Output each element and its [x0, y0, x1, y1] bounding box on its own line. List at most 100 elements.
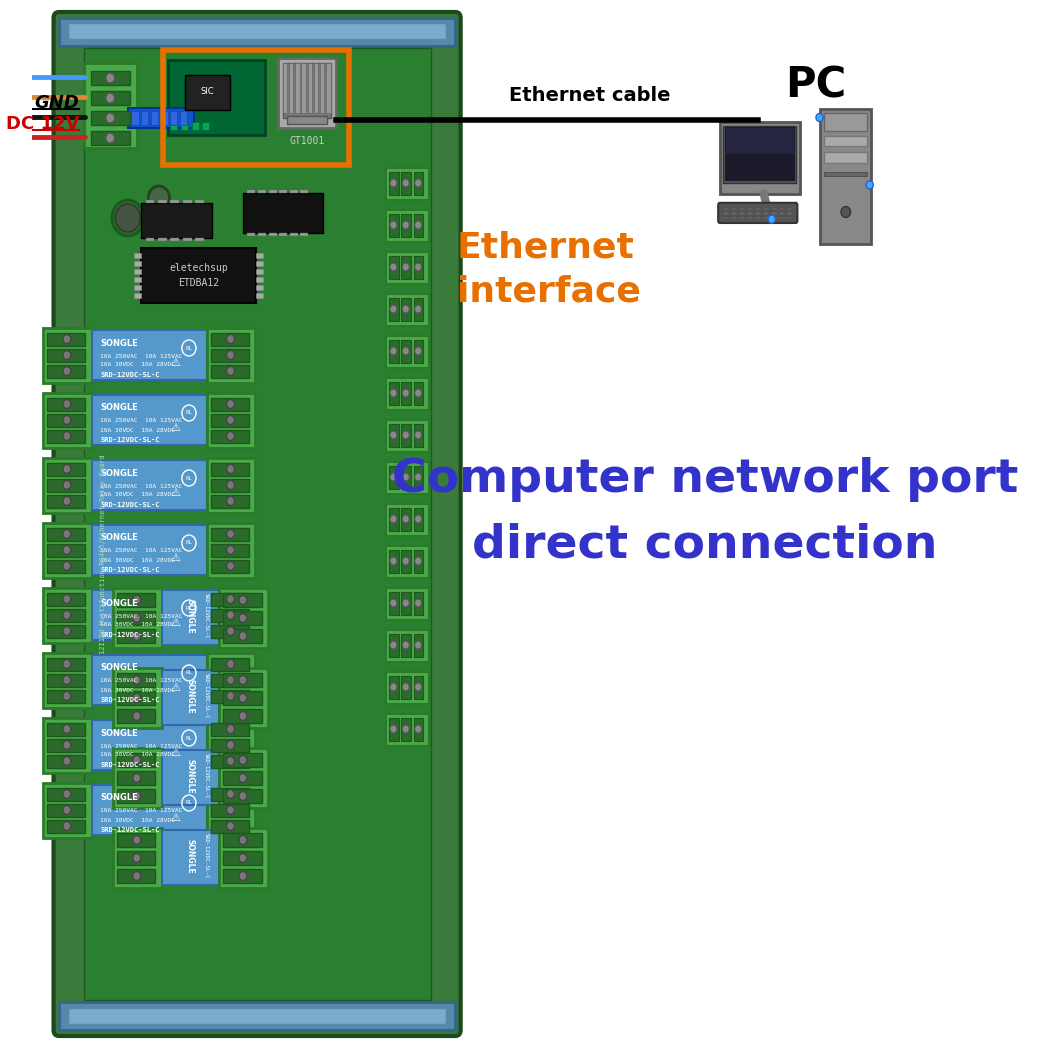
Bar	[386, 546, 428, 578]
Circle shape	[390, 556, 397, 565]
Bar	[158, 238, 167, 242]
Bar	[47, 658, 85, 671]
Bar	[300, 233, 309, 236]
Bar	[256, 269, 264, 274]
Bar	[386, 672, 428, 704]
Text: ⚠: ⚠	[171, 618, 181, 628]
Circle shape	[63, 692, 70, 700]
Circle shape	[390, 220, 397, 229]
Bar	[386, 420, 428, 451]
Bar	[47, 609, 85, 622]
Circle shape	[415, 346, 422, 355]
Circle shape	[63, 546, 70, 554]
Circle shape	[63, 594, 70, 604]
Bar	[195, 238, 204, 242]
Circle shape	[63, 790, 70, 798]
Bar	[731, 208, 737, 210]
Circle shape	[227, 416, 234, 424]
Bar	[771, 216, 777, 219]
Circle shape	[112, 200, 144, 236]
Text: SONGLE: SONGLE	[101, 403, 139, 413]
Bar	[43, 588, 91, 643]
Text: ⚠: ⚠	[171, 423, 181, 433]
Bar	[723, 208, 729, 210]
Bar	[414, 466, 423, 489]
Circle shape	[132, 792, 141, 800]
Bar	[823, 171, 867, 176]
Bar	[84, 48, 430, 1000]
Text: SONGLE: SONGLE	[101, 468, 139, 478]
Bar	[386, 378, 428, 410]
Circle shape	[227, 790, 234, 798]
Bar	[224, 709, 261, 723]
Text: ⚠: ⚠	[171, 358, 181, 367]
Bar	[726, 128, 794, 154]
Bar	[258, 190, 266, 193]
Circle shape	[227, 692, 234, 700]
Circle shape	[227, 659, 234, 669]
Bar	[282, 63, 332, 118]
Bar	[731, 212, 737, 214]
Bar	[248, 233, 255, 236]
Bar	[128, 108, 194, 128]
Text: ⚠: ⚠	[171, 553, 181, 563]
Bar	[91, 785, 207, 835]
Circle shape	[227, 740, 234, 750]
Bar	[118, 789, 155, 803]
Bar	[211, 804, 249, 817]
Bar	[779, 208, 784, 210]
Text: SONGLE: SONGLE	[186, 598, 194, 633]
Bar	[388, 214, 399, 237]
Circle shape	[106, 113, 114, 123]
Circle shape	[132, 854, 141, 862]
Circle shape	[227, 675, 234, 685]
Circle shape	[227, 432, 234, 441]
Text: RL: RL	[186, 671, 192, 675]
Circle shape	[841, 207, 851, 217]
Circle shape	[227, 627, 234, 635]
Circle shape	[227, 756, 234, 765]
Circle shape	[227, 610, 234, 620]
Circle shape	[239, 836, 247, 844]
Bar	[386, 588, 428, 619]
Text: RL: RL	[186, 606, 192, 610]
Bar	[823, 135, 867, 146]
Text: 10A 30VDC  10A 28VDC: 10A 30VDC 10A 28VDC	[101, 818, 175, 822]
Bar	[414, 340, 423, 363]
Text: SONGLE: SONGLE	[101, 598, 139, 608]
Circle shape	[106, 74, 114, 83]
Bar	[162, 830, 219, 885]
Bar	[786, 216, 793, 219]
Bar	[388, 676, 399, 699]
Bar	[755, 212, 760, 214]
Text: SRD-12VDC-SL-C: SRD-12VDC-SL-C	[101, 567, 160, 573]
Bar	[207, 653, 255, 708]
Circle shape	[402, 262, 410, 271]
Bar	[43, 328, 91, 383]
Bar	[47, 723, 85, 736]
Bar	[211, 674, 249, 687]
Bar	[256, 261, 264, 266]
Bar	[388, 256, 399, 279]
Bar	[301, 63, 306, 113]
Bar	[181, 122, 188, 130]
Bar	[181, 111, 187, 125]
Bar	[47, 495, 85, 508]
Bar	[170, 238, 180, 242]
Circle shape	[402, 346, 410, 355]
Bar	[162, 670, 219, 724]
Text: SRD-12VDC-SL-C: SRD-12VDC-SL-C	[204, 593, 208, 638]
Bar	[47, 414, 85, 427]
Text: 10A 250VAC  10A 125VAC: 10A 250VAC 10A 125VAC	[101, 808, 183, 814]
Circle shape	[402, 430, 410, 439]
Bar	[118, 673, 155, 687]
Circle shape	[390, 178, 397, 187]
FancyBboxPatch shape	[54, 12, 461, 1036]
Bar	[386, 252, 428, 284]
Bar	[401, 298, 412, 321]
Text: SONGLE: SONGLE	[101, 533, 139, 543]
Bar	[59, 1002, 456, 1030]
Circle shape	[132, 756, 141, 764]
Bar	[401, 340, 412, 363]
Bar	[786, 208, 793, 210]
